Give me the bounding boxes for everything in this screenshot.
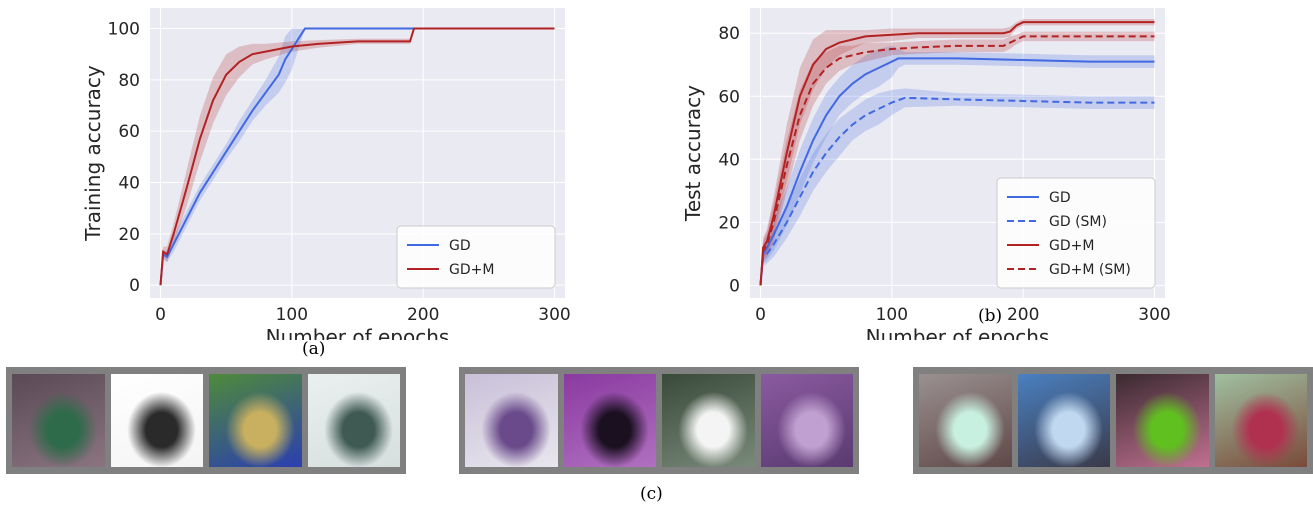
legend bbox=[996, 177, 1156, 289]
image-strip-2 bbox=[459, 367, 859, 474]
training-accuracy-chart: 0 20 40 60 80 100 0 100 200 300 Number of epochs Tr… bbox=[81, 8, 571, 340]
x-tick-label: 300 bbox=[538, 305, 570, 325]
panel-label-c: (c) bbox=[640, 484, 663, 504]
legend-label: GD+M bbox=[1049, 238, 1094, 254]
x-tick-label: 0 bbox=[155, 305, 166, 325]
ostrich-thumbnail bbox=[563, 374, 656, 467]
plant-thumbnail bbox=[1116, 374, 1209, 467]
legend-label: GD bbox=[1049, 190, 1071, 206]
y-tick-label: 0 bbox=[729, 276, 740, 296]
y-axis-label: Training accuracy bbox=[81, 65, 105, 242]
y-tick-label: 40 bbox=[718, 150, 740, 170]
series-line-0 bbox=[159, 27, 555, 286]
y-tick-label: 40 bbox=[118, 174, 140, 194]
image-strip-3 bbox=[913, 367, 1313, 474]
legend bbox=[396, 225, 556, 289]
y-tick-label: 80 bbox=[718, 24, 740, 44]
x-tick-label: 300 bbox=[1138, 305, 1170, 325]
x-axis-label: Number of epochs bbox=[266, 325, 450, 340]
series-line-3 bbox=[759, 35, 1155, 286]
stealth-plane-thumbnail bbox=[110, 374, 203, 467]
series-line-1 bbox=[759, 96, 1155, 286]
test-accuracy-chart: 0 20 40 60 80 0 100 200 300 Number of epochs Test … bbox=[681, 8, 1171, 340]
x-tick-label: 200 bbox=[407, 305, 439, 325]
series-line-2 bbox=[759, 21, 1155, 286]
panel-label-b: (b) bbox=[978, 306, 1003, 326]
tanker-ship-thumbnail bbox=[209, 374, 302, 467]
frog-thumbnail bbox=[760, 374, 853, 467]
y-tick-label: 80 bbox=[118, 71, 140, 91]
y-tick-label: 20 bbox=[118, 225, 140, 245]
legend-label: GD bbox=[449, 238, 471, 254]
series-line-0 bbox=[759, 57, 1155, 286]
horse-thumbnail bbox=[465, 374, 558, 467]
series-line-1 bbox=[159, 27, 555, 286]
x-axis-label: Number of epochs bbox=[866, 325, 1050, 340]
y-tick-label: 100 bbox=[108, 20, 140, 40]
airplane-thumbnail bbox=[307, 374, 400, 467]
boat-thumbnail bbox=[1017, 374, 1110, 467]
panel-label-a: (a) bbox=[302, 339, 326, 359]
legend-label: GD+M bbox=[449, 262, 494, 278]
series-band-0 bbox=[160, 28, 555, 286]
legend-label: GD+M (SM) bbox=[1049, 262, 1131, 278]
image-strip-1 bbox=[6, 367, 406, 474]
y-tick-label: 60 bbox=[718, 87, 740, 107]
dog-thumbnail bbox=[919, 374, 1012, 467]
x-tick-label: 0 bbox=[755, 305, 766, 325]
x-tick-label: 100 bbox=[276, 305, 308, 325]
y-axis-label: Test accuracy bbox=[681, 85, 705, 222]
legend-label: GD (SM) bbox=[1049, 214, 1107, 230]
y-tick-label: 60 bbox=[118, 122, 140, 142]
x-tick-label: 100 bbox=[876, 305, 908, 325]
bird-thumbnail bbox=[1214, 374, 1307, 467]
ship-thumbnail bbox=[12, 374, 105, 467]
y-tick-label: 0 bbox=[129, 276, 140, 296]
car-thumbnail bbox=[662, 374, 755, 467]
series-band-1 bbox=[760, 88, 1155, 286]
x-tick-label: 200 bbox=[1007, 305, 1039, 325]
y-tick-label: 20 bbox=[718, 213, 740, 233]
